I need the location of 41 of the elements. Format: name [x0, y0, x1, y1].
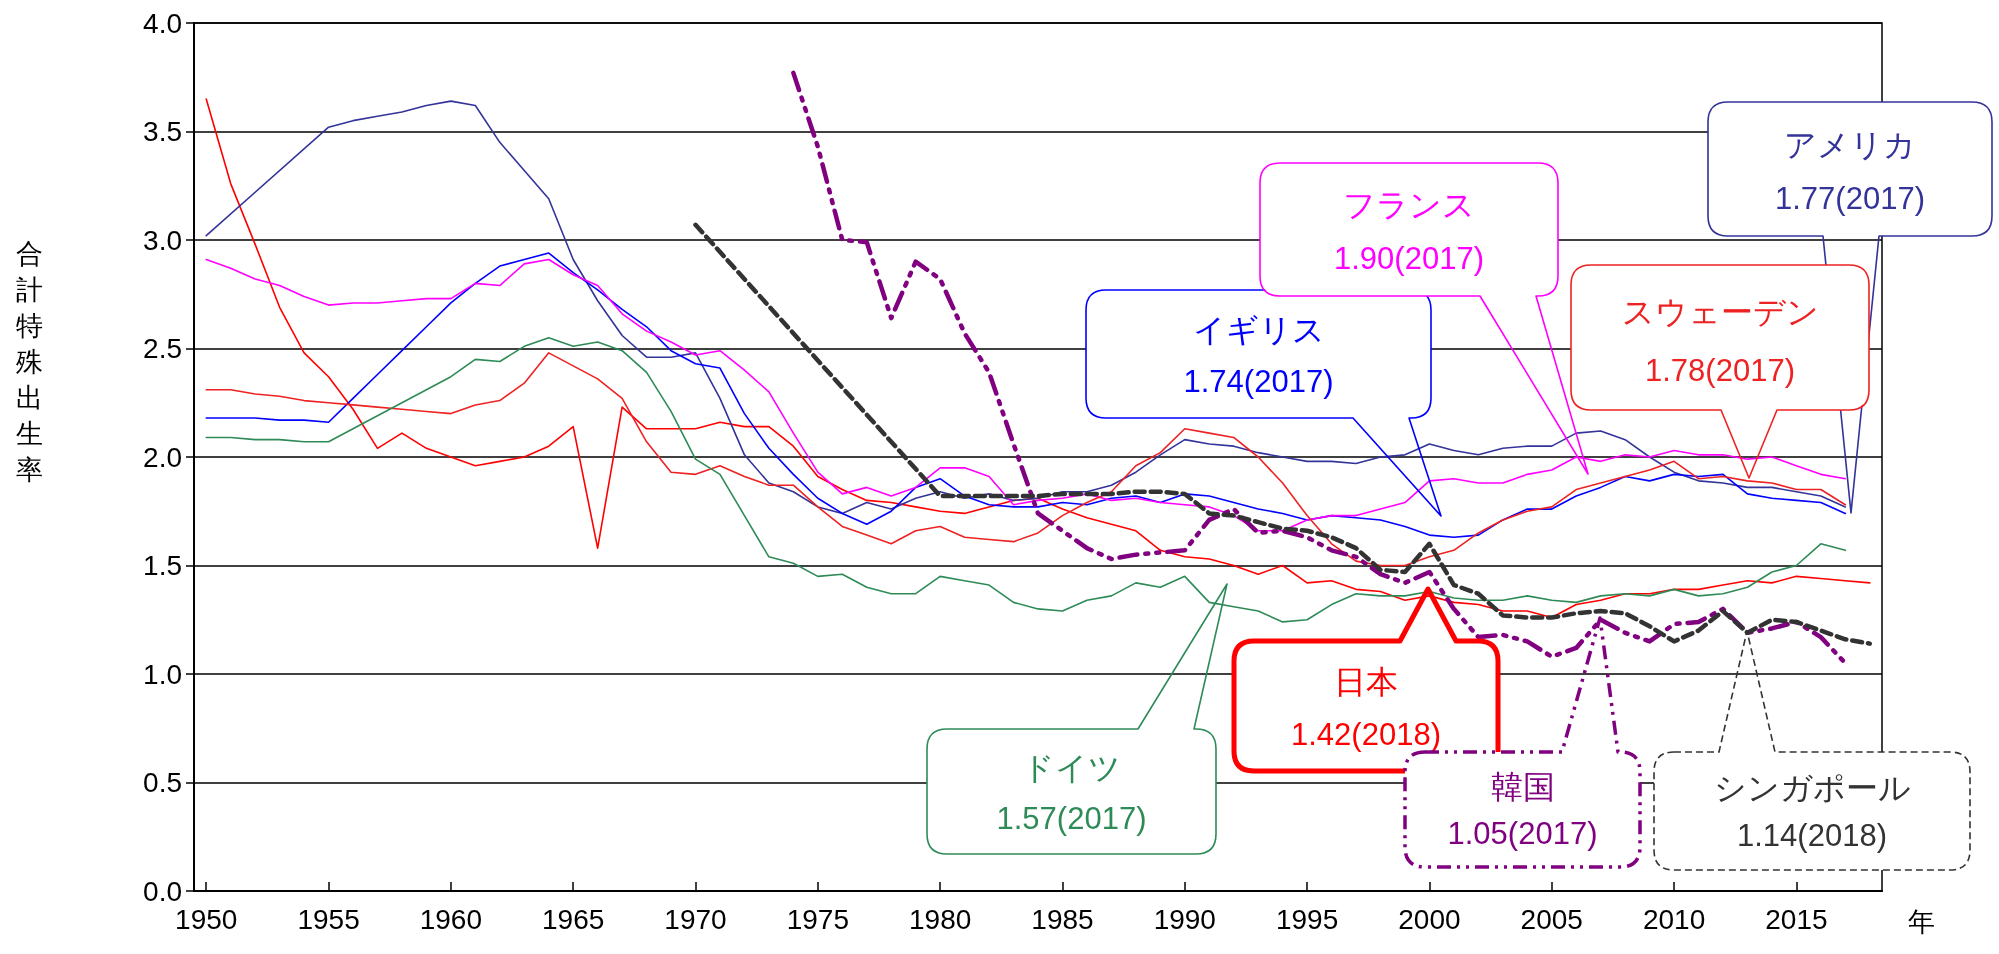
text: アメリカ — [1784, 126, 1916, 163]
y-tick-label: 4.0 — [143, 7, 182, 39]
x-tick-label: 2000 — [1398, 903, 1461, 935]
text: イギリス — [1192, 312, 1325, 349]
x-tick-label: 2015 — [1765, 903, 1828, 935]
y-tick-label: 1.5 — [143, 550, 182, 581]
line-series — [693, 222, 1873, 646]
annotation: 1.14(2018) — [1737, 818, 1887, 854]
x-tick-label: 1985 — [1031, 903, 1094, 935]
x-axis-title: 年 — [1908, 906, 1935, 939]
text: 日本 — [1334, 664, 1398, 700]
annotation: 1.77(2017) — [1775, 181, 1925, 217]
x-tick-label: 1980 — [909, 903, 972, 935]
x-tick-label: 2010 — [1642, 903, 1706, 935]
text: シンガポール — [1713, 770, 1911, 807]
x-tick-label: 1970 — [664, 903, 727, 935]
y-axis-title: 合計特殊出生率 — [14, 238, 44, 487]
annotation: 1.74(2017) — [1183, 364, 1334, 400]
text: ドイツ — [1022, 750, 1121, 786]
x-tick-label: 1955 — [297, 903, 360, 935]
x-tick-label: 1960 — [419, 903, 483, 935]
y-tick-label: 0.5 — [143, 767, 182, 798]
annotation: 1.57(2017) — [996, 801, 1147, 836]
x-tick-label: 1965 — [542, 903, 605, 935]
x-tick-label: 1995 — [1275, 903, 1339, 935]
y-tick-label: 3.0 — [143, 224, 182, 256]
text: スウェーデン — [1621, 294, 1819, 330]
y-tick-label: 2.5 — [143, 333, 182, 364]
x-tick-label: 2005 — [1520, 903, 1583, 935]
y-tick-label: 1.0 — [143, 658, 182, 690]
x-tick-label: 1990 — [1153, 903, 1216, 935]
y-tick-label: 3.5 — [143, 116, 182, 147]
line-series — [205, 352, 1847, 567]
annotation: 1.78(2017) — [1645, 353, 1795, 388]
x-tick-label: 1975 — [786, 903, 849, 935]
text: フランス — [1343, 187, 1475, 224]
y-tick-label: 2.0 — [143, 441, 182, 473]
annotation: 1.90(2017) — [1334, 241, 1484, 277]
annotation: 1.42(2018) — [1291, 717, 1441, 752]
annotation: 1.05(2017) — [1447, 816, 1598, 851]
text: 韓国 — [1490, 769, 1555, 805]
